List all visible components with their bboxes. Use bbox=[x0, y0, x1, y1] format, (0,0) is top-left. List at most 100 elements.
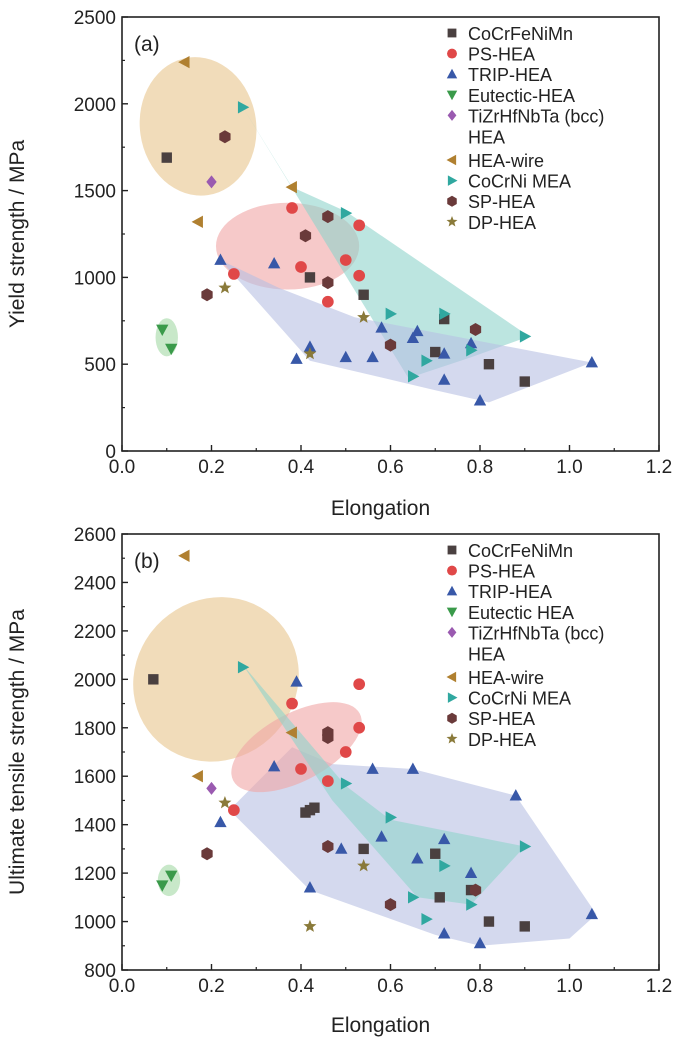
shaded-region bbox=[133, 597, 299, 762]
data-point bbox=[384, 338, 397, 352]
legend-label: TiZrHfNbTa (bcc) bbox=[468, 623, 604, 643]
data-point bbox=[375, 321, 388, 333]
y-tick-label: 1200 bbox=[74, 864, 116, 885]
legend-label: PS-HEA bbox=[468, 45, 535, 65]
data-point bbox=[322, 276, 334, 290]
data-point bbox=[430, 346, 441, 358]
y-tick-label: 800 bbox=[84, 961, 116, 982]
data-point bbox=[421, 354, 433, 367]
data-point bbox=[335, 842, 348, 854]
data-point bbox=[156, 324, 169, 336]
data-point bbox=[218, 280, 232, 294]
series-triangle-left bbox=[178, 55, 297, 229]
legend-label: DP-HEA bbox=[468, 730, 536, 750]
y-tick-label: 500 bbox=[84, 355, 116, 376]
data-point bbox=[438, 347, 451, 359]
legend-marker bbox=[446, 671, 457, 683]
data-point bbox=[439, 313, 450, 325]
data-point bbox=[469, 322, 482, 336]
data-point bbox=[357, 859, 371, 872]
data-point bbox=[178, 549, 190, 562]
data-point bbox=[285, 726, 297, 739]
data-point bbox=[303, 346, 317, 360]
data-point bbox=[148, 674, 159, 685]
x-tick-label: 1.0 bbox=[556, 976, 582, 997]
data-point bbox=[366, 350, 379, 363]
data-point bbox=[408, 891, 420, 904]
y-tick-label: 1800 bbox=[74, 719, 116, 740]
y-tick-label: 2600 bbox=[74, 525, 116, 546]
data-point bbox=[214, 253, 227, 265]
data-point bbox=[464, 866, 478, 878]
y-tick-label: 1500 bbox=[74, 182, 116, 203]
legend-label: HEA bbox=[468, 644, 505, 664]
legend-marker bbox=[447, 692, 458, 703]
data-point bbox=[439, 307, 451, 321]
series-triangle-down bbox=[156, 870, 178, 892]
data-point bbox=[165, 343, 178, 356]
legend-label: CoCrFeNiMn bbox=[468, 541, 573, 561]
data-point bbox=[358, 289, 369, 300]
data-point bbox=[295, 763, 307, 775]
series-square bbox=[161, 152, 530, 387]
data-point bbox=[357, 310, 371, 323]
data-point bbox=[408, 370, 420, 383]
x-tick-label: 1.2 bbox=[646, 457, 672, 478]
x-tick-label: 0.0 bbox=[109, 976, 135, 997]
data-point bbox=[178, 55, 190, 69]
data-point bbox=[340, 206, 353, 220]
y-tick-label: 2200 bbox=[74, 622, 116, 643]
x-tick-label: 0.2 bbox=[198, 976, 224, 997]
x-tick-label: 0.6 bbox=[377, 457, 403, 478]
data-point bbox=[384, 898, 397, 912]
panel-label: (a) bbox=[134, 33, 160, 56]
y-tick-label: 2000 bbox=[74, 95, 116, 116]
shaded-region bbox=[220, 260, 592, 403]
legend-label: HEA-wire bbox=[468, 668, 544, 688]
data-point bbox=[519, 376, 530, 387]
legend-label: HEA bbox=[468, 127, 505, 147]
x-tick-label: 0.4 bbox=[288, 976, 315, 997]
data-point bbox=[237, 101, 250, 114]
x-axis-label: Elongation bbox=[331, 1014, 430, 1037]
data-point bbox=[385, 307, 397, 321]
data-point bbox=[299, 229, 312, 243]
data-point bbox=[191, 770, 203, 783]
data-point bbox=[411, 852, 424, 864]
y-tick-label: 1600 bbox=[74, 767, 116, 788]
data-point bbox=[483, 916, 495, 927]
series-hexagon bbox=[201, 726, 482, 912]
panel-label: (b) bbox=[134, 550, 160, 573]
legend-label: TRIP-HEA bbox=[468, 582, 552, 602]
data-point bbox=[430, 848, 441, 859]
data-point bbox=[439, 859, 451, 873]
data-point bbox=[322, 730, 334, 744]
y-tick-label: 1400 bbox=[74, 816, 116, 837]
data-point bbox=[585, 907, 599, 920]
data-point bbox=[438, 832, 451, 845]
data-point bbox=[375, 830, 388, 842]
data-point bbox=[339, 350, 352, 363]
legend-marker bbox=[446, 90, 458, 101]
shaded-region bbox=[231, 702, 362, 793]
data-point bbox=[585, 355, 599, 368]
data-point bbox=[286, 697, 298, 710]
shaded-region bbox=[242, 107, 530, 379]
data-point bbox=[303, 919, 317, 932]
series-triangle-down bbox=[156, 324, 178, 356]
data-point bbox=[201, 288, 213, 302]
x-axis-label: Elongation bbox=[331, 497, 430, 520]
legend-label: DP-HEA bbox=[468, 213, 536, 233]
data-point bbox=[228, 268, 240, 280]
data-point bbox=[366, 762, 379, 774]
legend-marker bbox=[447, 545, 457, 555]
series-circle bbox=[228, 202, 366, 308]
data-point bbox=[438, 927, 451, 939]
data-point bbox=[322, 295, 334, 308]
data-point bbox=[411, 324, 424, 337]
legend-label: TiZrHfNbTa (bcc) bbox=[468, 106, 604, 126]
y-axis-label: Yield strength / MPa bbox=[6, 140, 29, 329]
data-point bbox=[295, 261, 307, 273]
data-point bbox=[385, 811, 397, 824]
data-point bbox=[322, 210, 334, 224]
